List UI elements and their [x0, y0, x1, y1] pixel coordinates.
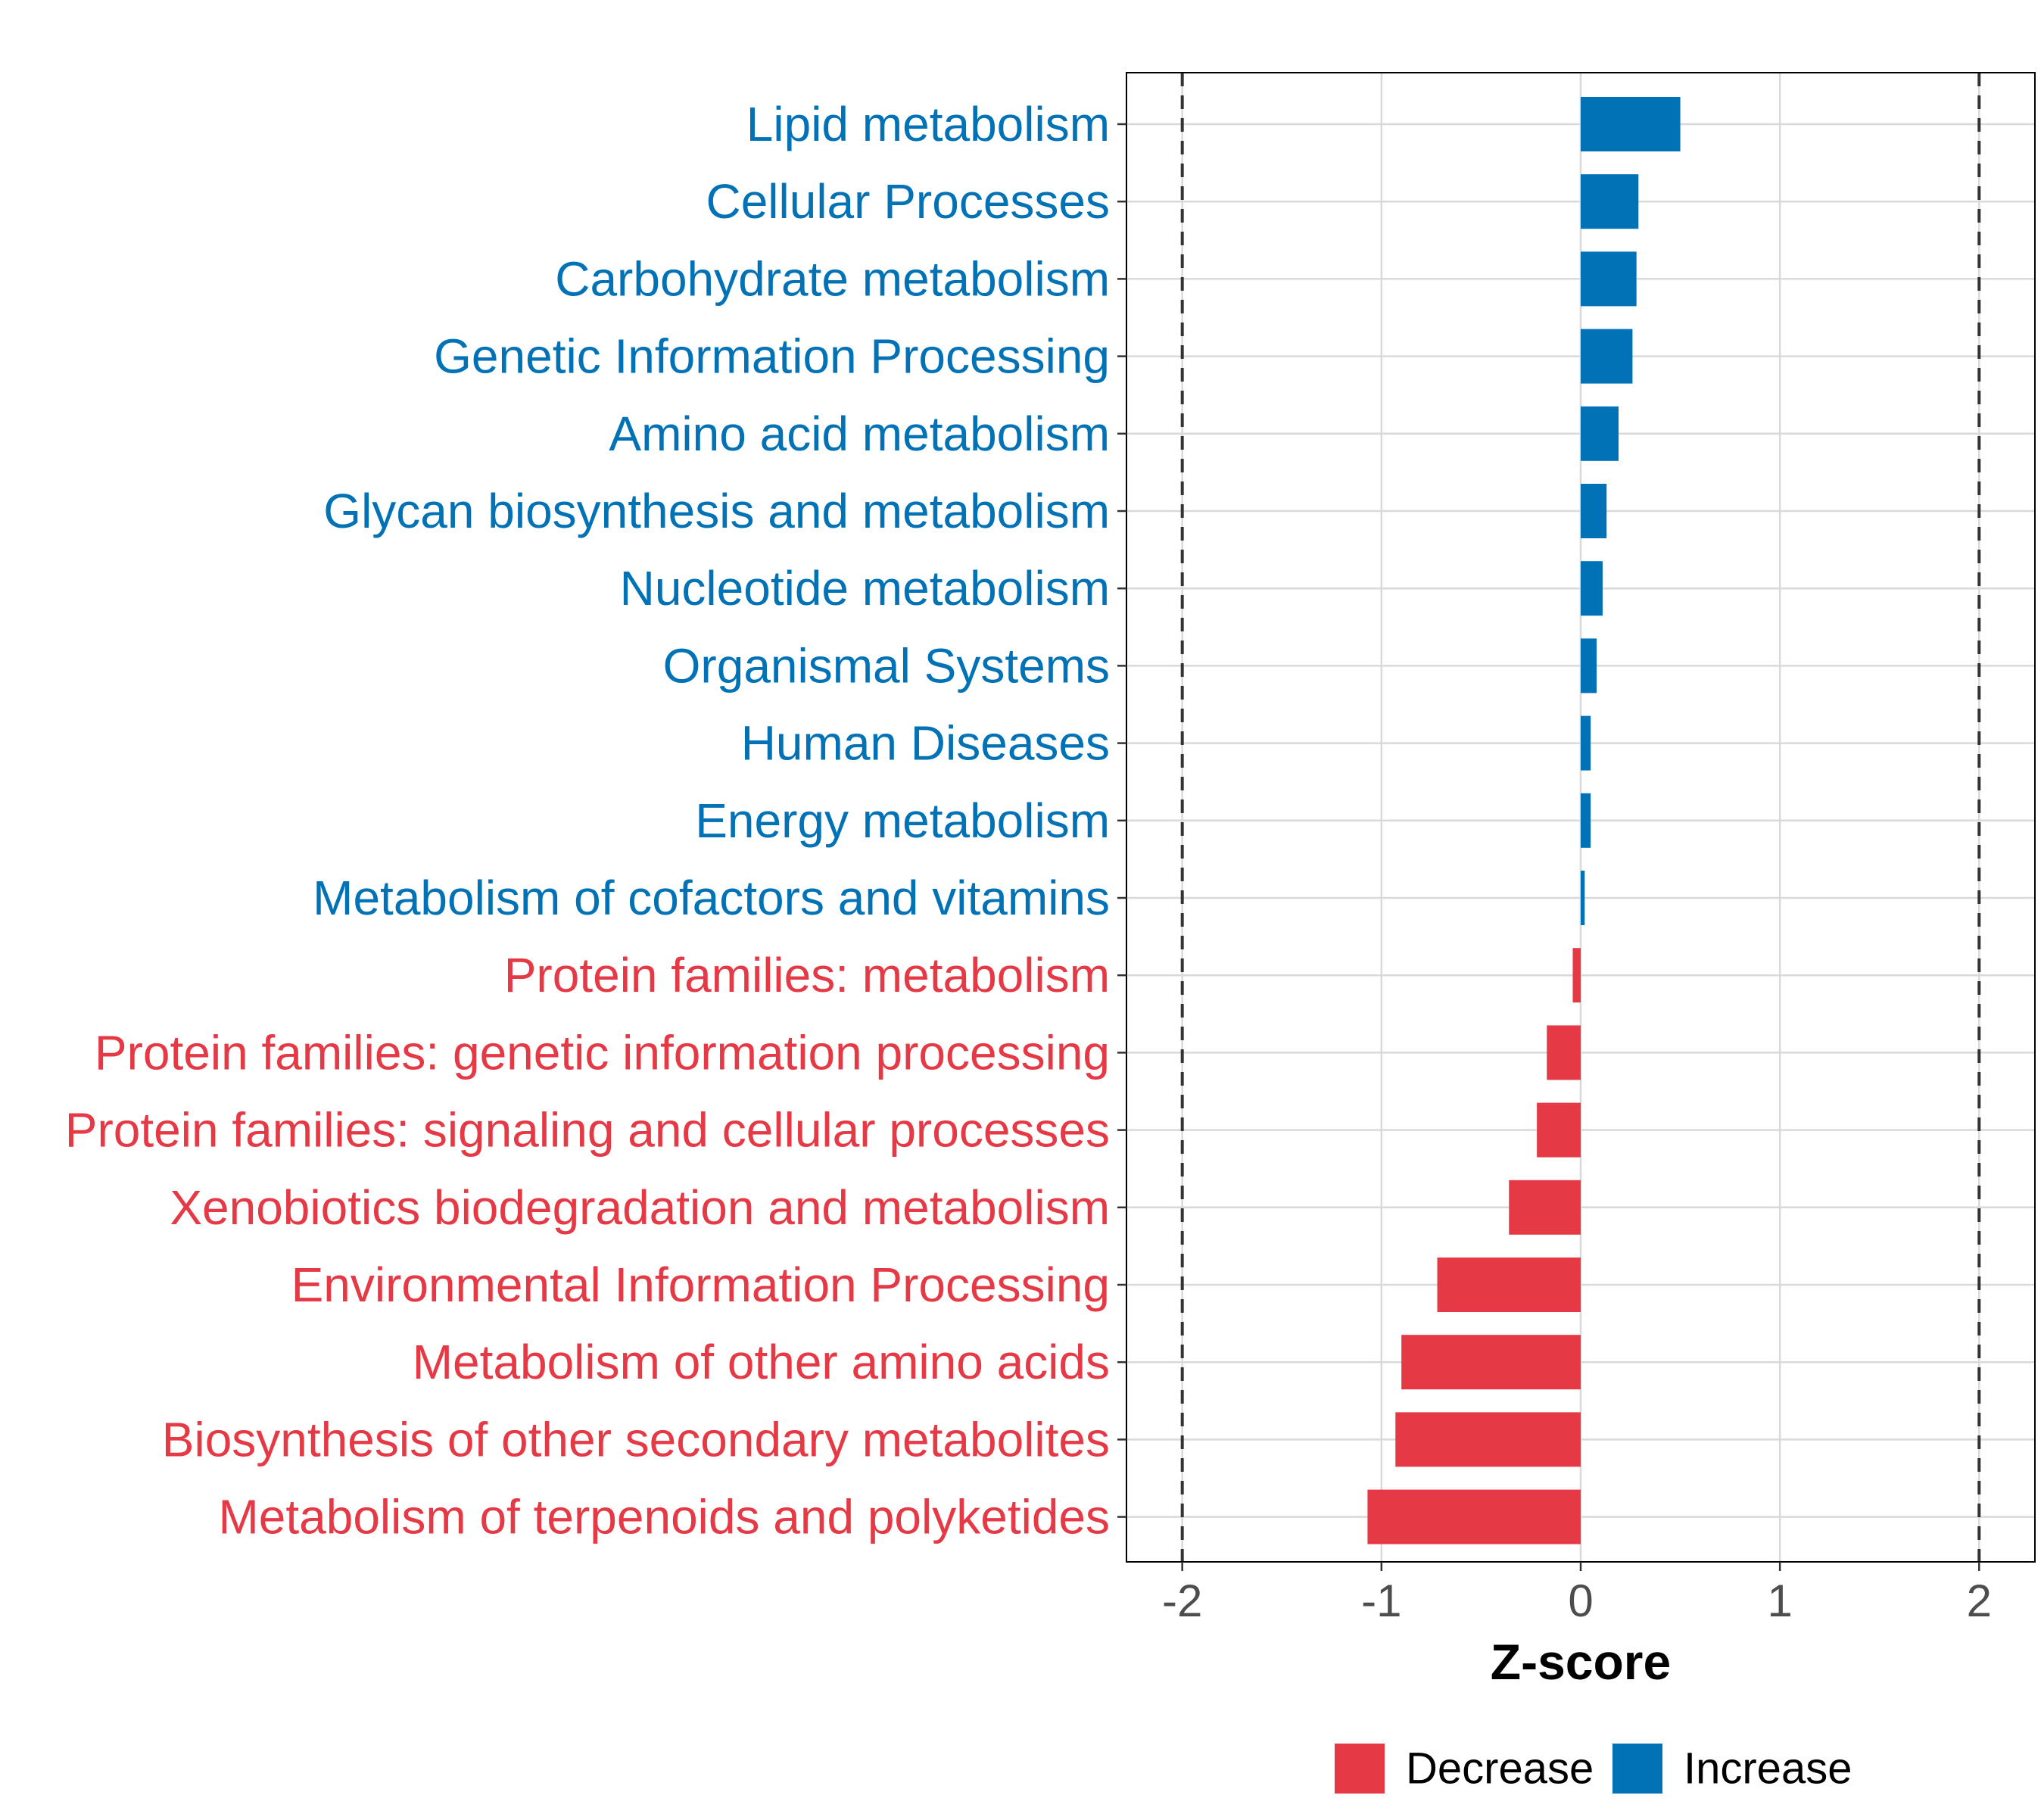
bar	[1581, 638, 1597, 693]
bars	[1367, 97, 1681, 1544]
bar	[1395, 1412, 1581, 1467]
y-tick-label: Human Diseases	[741, 716, 1110, 771]
x-tick-label: 2	[1967, 1575, 1992, 1626]
legend-label-increase: Increase	[1684, 1744, 1852, 1794]
bar	[1581, 715, 1591, 771]
y-tick-label: Organismal Systems	[663, 638, 1110, 693]
y-tick-label: Genetic Information Processing	[434, 329, 1110, 384]
y-tick-label: Nucleotide metabolism	[620, 561, 1110, 616]
bar	[1437, 1258, 1581, 1312]
y-tick-label: Carbohydrate metabolism	[555, 251, 1110, 306]
y-tick-label: Cellular Processes	[706, 174, 1110, 229]
bar	[1401, 1335, 1581, 1390]
bar	[1581, 871, 1585, 925]
y-tick-label: Protein families: genetic information pr…	[95, 1025, 1110, 1080]
y-tick-label: Lipid metabolism	[746, 97, 1110, 151]
bar	[1581, 793, 1591, 848]
bar	[1572, 948, 1581, 1003]
bar	[1581, 561, 1603, 616]
bar	[1509, 1180, 1581, 1235]
x-tick-label: -1	[1361, 1575, 1401, 1626]
y-tick-label: Protein families: signaling and cellular…	[65, 1103, 1110, 1158]
legend-swatch-decrease	[1335, 1744, 1385, 1794]
y-tick-label: Xenobiotics biodegradation and metabolis…	[170, 1180, 1110, 1235]
bar	[1581, 329, 1633, 384]
bar	[1581, 406, 1619, 461]
y-tick-label: Protein families: metabolism	[504, 948, 1110, 1002]
legend-swatch-increase	[1612, 1744, 1662, 1794]
y-axis-labels: Lipid metabolism Cellular Processes Carboh…	[65, 97, 1110, 1544]
bar	[1547, 1025, 1581, 1080]
y-tick-label: Biosynthesis of other secondary metaboli…	[162, 1412, 1110, 1466]
x-axis-title: Z-score	[1491, 1634, 1671, 1690]
bar	[1581, 484, 1607, 538]
y-axis-ticks	[1117, 123, 1126, 1518]
legend-label-decrease: Decrease	[1406, 1744, 1594, 1794]
bar	[1581, 251, 1637, 307]
x-axis-ticks: -2 -1 0 1 2	[1162, 1562, 1992, 1626]
x-tick-label: -2	[1162, 1575, 1202, 1626]
bar	[1581, 97, 1681, 151]
y-tick-label: Energy metabolism	[695, 793, 1110, 848]
y-tick-label: Metabolism of cofactors and vitamins	[313, 871, 1110, 925]
y-tick-label: Glycan biosynthesis and metabolism	[323, 484, 1110, 538]
bar	[1367, 1489, 1581, 1544]
bar	[1537, 1102, 1581, 1158]
y-tick-label: Environmental Information Processing	[291, 1258, 1110, 1312]
y-tick-label: Metabolism of terpenoids and polyketides	[218, 1490, 1110, 1544]
legend: Decrease Increase	[1335, 1744, 1852, 1794]
bar	[1581, 174, 1639, 229]
x-tick-label: 0	[1568, 1575, 1593, 1626]
y-tick-label: Metabolism of other amino acids	[413, 1335, 1110, 1389]
x-tick-label: 1	[1767, 1575, 1792, 1626]
y-tick-label: Amino acid metabolism	[609, 407, 1110, 461]
